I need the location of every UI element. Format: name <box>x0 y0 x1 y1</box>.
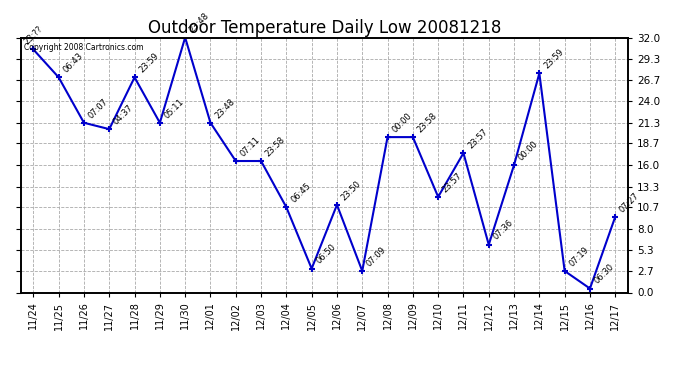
Text: 07:09: 07:09 <box>365 245 388 268</box>
Text: 23:57: 23:57 <box>441 171 464 194</box>
Text: 07:19: 07:19 <box>567 245 591 268</box>
Text: Copyright 2008 Cartronics.com: Copyright 2008 Cartronics.com <box>23 43 144 52</box>
Text: 06:45: 06:45 <box>289 181 313 204</box>
Text: 06:30: 06:30 <box>593 262 616 286</box>
Text: 23:59: 23:59 <box>542 47 565 70</box>
Text: 23:57: 23:57 <box>466 127 490 150</box>
Text: 00:00: 00:00 <box>517 139 540 162</box>
Text: 05:11: 05:11 <box>163 97 186 120</box>
Text: 23:58: 23:58 <box>264 135 287 158</box>
Title: Outdoor Temperature Daily Low 20081218: Outdoor Temperature Daily Low 20081218 <box>148 20 501 38</box>
Text: 06:50: 06:50 <box>315 243 337 266</box>
Text: 23:48: 23:48 <box>188 11 211 35</box>
Text: 07:07: 07:07 <box>87 97 110 120</box>
Text: 00:00: 00:00 <box>391 111 413 134</box>
Text: 07:27: 07:27 <box>618 190 642 214</box>
Text: 06:43: 06:43 <box>61 51 85 75</box>
Text: 23:50: 23:50 <box>339 179 363 202</box>
Text: 07:11: 07:11 <box>239 135 262 158</box>
Text: 23:59: 23:59 <box>137 51 161 75</box>
Text: 23:58: 23:58 <box>415 111 439 134</box>
Text: 04:37: 04:37 <box>112 103 135 126</box>
Text: 23:48: 23:48 <box>213 97 237 120</box>
Text: 23:??: 23:?? <box>22 24 44 46</box>
Text: 07:36: 07:36 <box>491 219 515 242</box>
